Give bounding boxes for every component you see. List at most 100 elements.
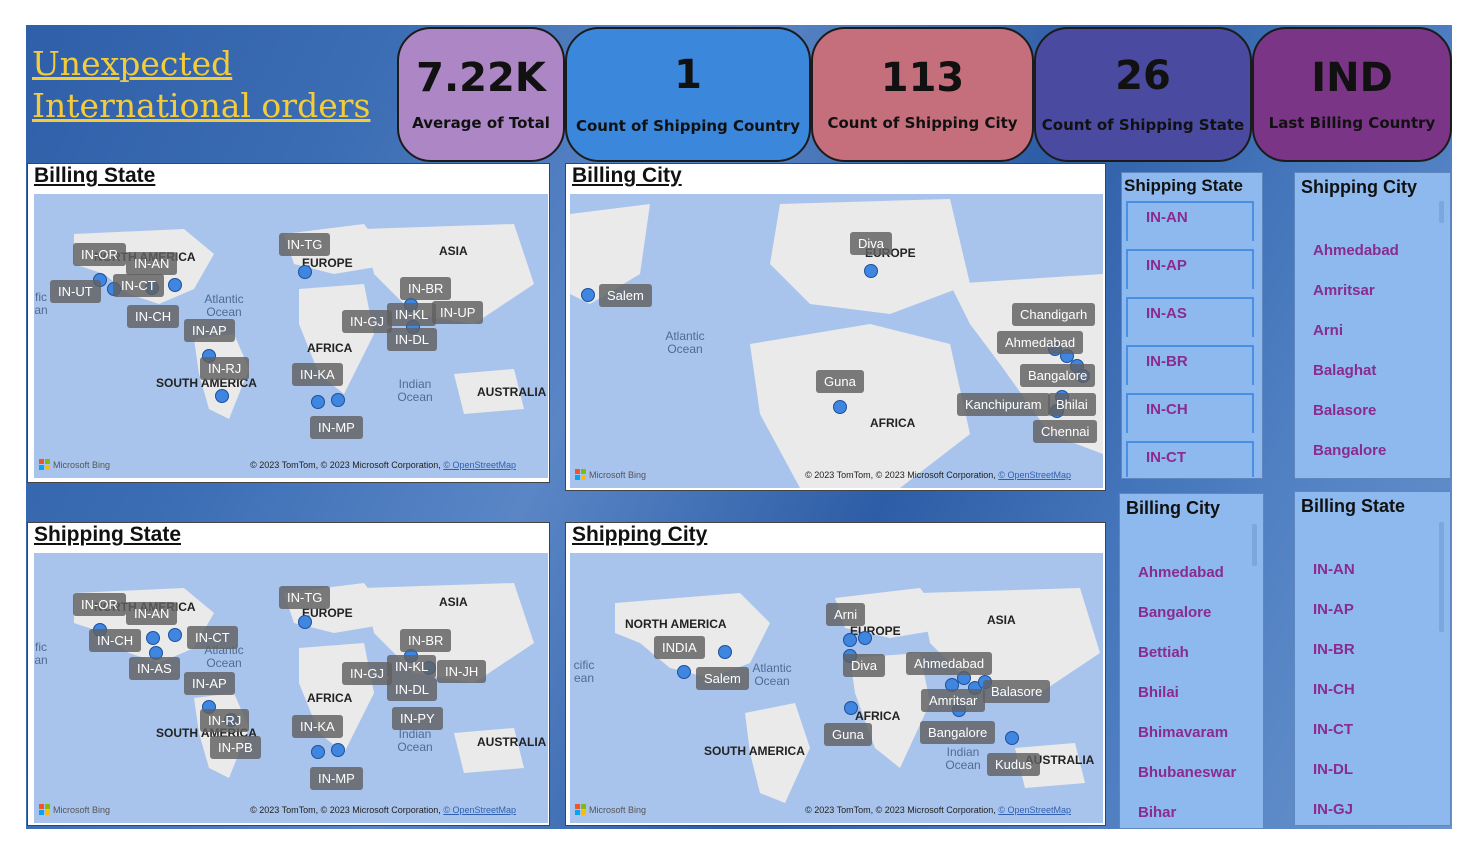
scrollbar[interactable] xyxy=(1252,524,1257,566)
map-point[interactable] xyxy=(331,393,345,407)
map-canvas[interactable]: NORTH AMERICA EUROPE ASIA AFRICA SOUTH A… xyxy=(34,194,548,478)
scrollbar[interactable] xyxy=(1439,201,1444,223)
ocean-label: Indian Ocean xyxy=(397,377,433,404)
map-label: Guna xyxy=(816,370,864,393)
map-label: IN-PB xyxy=(210,736,261,759)
slicer-item[interactable]: IN-GJ xyxy=(1313,801,1354,818)
map-label: IN-CH xyxy=(127,305,180,328)
kpi-label: Count of Shipping State xyxy=(1041,115,1245,134)
slicer-title: Billing State xyxy=(1301,496,1406,516)
kpi-average-of-total[interactable]: 7.22K Average of Total xyxy=(397,27,565,162)
map-point[interactable] xyxy=(718,645,732,659)
map-label: Bangalore xyxy=(1020,364,1096,387)
map-point[interactable] xyxy=(843,633,857,647)
kpi-value: 113 xyxy=(880,54,965,101)
map-point[interactable] xyxy=(298,265,312,279)
map-shipping-state[interactable]: Shipping State NORTH AMERICA EUROPE ASIA… xyxy=(27,522,550,826)
slicer-item[interactable]: IN-CH xyxy=(1313,681,1355,698)
kpi-label: Count of Shipping Country xyxy=(575,116,800,135)
map-point[interactable] xyxy=(168,278,182,292)
slicer-item[interactable]: Bihar xyxy=(1138,804,1177,821)
map-point[interactable] xyxy=(833,400,847,414)
slicer-item[interactable]: Balaghat xyxy=(1313,362,1377,379)
slicer-item[interactable]: Bhubaneswar xyxy=(1138,764,1237,781)
slicer-item[interactable]: Arni xyxy=(1313,322,1343,339)
ocean-label: cific ean xyxy=(573,658,595,685)
kpi-last-billing-country[interactable]: IND Last Billing Country xyxy=(1252,27,1452,162)
map-billing-city[interactable]: Billing City EUROPE AFRICA Atlantic Ocea… xyxy=(565,163,1106,491)
map-point[interactable] xyxy=(298,615,312,629)
slicer-item[interactable]: IN-DL xyxy=(1313,761,1353,778)
report-title: Unexpected International orders xyxy=(32,44,371,125)
microsoft-logo-icon xyxy=(575,804,586,815)
slicer-item[interactable]: Bangalore xyxy=(1138,604,1212,621)
slicer-item[interactable]: Bangalore xyxy=(1313,442,1387,459)
slicer-tile[interactable]: IN-AN xyxy=(1126,201,1254,241)
map-point[interactable] xyxy=(844,701,858,715)
map-billing-state[interactable]: Billing State NORTH AMERICA EUROPE ASIA … xyxy=(27,163,550,483)
slicer-item[interactable]: Balasore xyxy=(1313,402,1377,419)
map-shipping-city[interactable]: Shipping City NORTH AMERICA EUROPE ASIA … xyxy=(565,522,1106,826)
map-label: IN-RJ xyxy=(200,709,250,732)
map-label: Bhilai xyxy=(1048,393,1096,416)
map-label: Guna xyxy=(824,723,872,746)
slicer-item: IN-AP xyxy=(1146,257,1187,274)
map-canvas[interactable]: EUROPE AFRICA Atlantic Ocean Diva Salem … xyxy=(570,194,1103,488)
map-point[interactable] xyxy=(331,743,345,757)
map-point[interactable] xyxy=(677,665,691,679)
osm-link[interactable]: © OpenStreetMap xyxy=(998,470,1071,480)
map-point[interactable] xyxy=(168,628,182,642)
map-point[interactable] xyxy=(858,631,872,645)
map-canvas[interactable]: NORTH AMERICA EUROPE ASIA AFRICA SOUTH A… xyxy=(570,553,1103,823)
slicer-tile[interactable]: IN-BR xyxy=(1126,345,1254,385)
slicer-item[interactable]: Bettiah xyxy=(1138,644,1189,661)
slicer-item[interactable]: Ahmedabad xyxy=(1138,564,1224,581)
map-point[interactable] xyxy=(311,395,325,409)
map-label: IN-AP xyxy=(184,672,235,695)
osm-link[interactable]: © OpenStreetMap xyxy=(443,460,516,470)
ocean-label: fic an xyxy=(34,640,48,667)
slicer-shipping-city[interactable]: Shipping City Ahmedabad Amritsar Arni Ba… xyxy=(1294,172,1451,479)
slicer-item[interactable]: Amritsar xyxy=(1313,282,1375,299)
kpi-label: Average of Total xyxy=(412,113,550,132)
slicer-item[interactable]: Bhimavaram xyxy=(1138,724,1229,741)
slicer-tile[interactable]: IN-CT xyxy=(1126,441,1254,477)
slicer-item[interactable]: Ahmedabad xyxy=(1313,242,1399,259)
slicer-item[interactable]: IN-CT xyxy=(1313,721,1353,738)
slicer-tile[interactable]: IN-AS xyxy=(1126,297,1254,337)
map-label: Chandigarh xyxy=(1012,303,1096,326)
slicer-item[interactable]: Bhilai xyxy=(1138,684,1179,701)
map-canvas[interactable]: NORTH AMERICA EUROPE ASIA AFRICA SOUTH A… xyxy=(34,553,548,823)
slicer-tile[interactable]: IN-AP xyxy=(1126,249,1254,289)
map-title: Billing City xyxy=(572,164,682,187)
region-label: AUSTRALIA xyxy=(1025,753,1095,767)
map-label: IN-AN xyxy=(126,602,178,625)
ocean-label: Atlantic Ocean xyxy=(204,292,244,319)
map-point[interactable] xyxy=(215,389,229,403)
scrollbar[interactable] xyxy=(1439,522,1444,632)
osm-link[interactable]: © OpenStreetMap xyxy=(443,805,516,815)
kpi-count-shipping-state[interactable]: 26 Count of Shipping State xyxy=(1034,27,1252,162)
slicer-item[interactable]: IN-BR xyxy=(1313,641,1355,658)
kpi-value: 1 xyxy=(674,51,702,98)
slicer-item[interactable]: IN-AP xyxy=(1313,601,1354,618)
map-label: IN-MP xyxy=(310,416,363,439)
map-point[interactable] xyxy=(146,631,160,645)
ocean-label: fic an xyxy=(34,290,48,317)
slicer-billing-city[interactable]: Billing City Ahmedabad Bangalore Bettiah… xyxy=(1119,493,1264,829)
map-point[interactable] xyxy=(1005,731,1019,745)
map-point[interactable] xyxy=(311,745,325,759)
slicer-tile[interactable]: IN-CH xyxy=(1126,393,1254,433)
map-point[interactable] xyxy=(581,288,595,302)
slicer-shipping-state[interactable]: Shipping State IN-AN IN-AP IN-AS IN-BR I… xyxy=(1121,172,1263,479)
map-point[interactable] xyxy=(864,264,878,278)
kpi-count-shipping-city[interactable]: 113 Count of Shipping City xyxy=(811,27,1034,162)
map-label: IN-AN xyxy=(126,252,178,275)
slicer-billing-state[interactable]: Billing State IN-AN IN-AP IN-BR IN-CH IN… xyxy=(1294,491,1451,826)
kpi-count-shipping-country[interactable]: 1 Count of Shipping Country xyxy=(565,27,811,162)
slicer-item[interactable]: IN-AN xyxy=(1313,561,1355,578)
osm-link[interactable]: © OpenStreetMap xyxy=(998,805,1071,815)
kpi-label: Last Billing Country xyxy=(1268,113,1436,132)
map-label: Diva xyxy=(843,654,886,677)
report-canvas: Unexpected International orders 7.22K Av… xyxy=(26,25,1452,829)
